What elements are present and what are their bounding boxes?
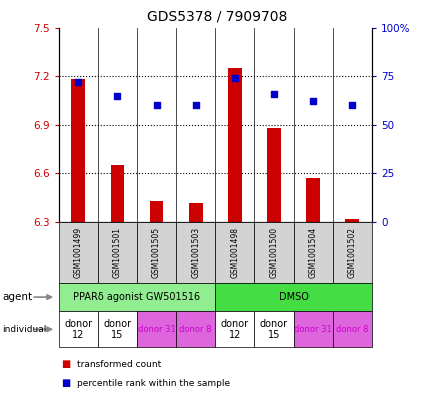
Bar [227, 68, 241, 222]
Text: donor
12: donor 12 [220, 319, 248, 340]
Bar [149, 201, 163, 222]
Point [75, 79, 82, 85]
Text: agent: agent [2, 292, 32, 302]
Bar [345, 219, 358, 222]
Text: donor 8: donor 8 [179, 325, 211, 334]
Text: GSM1001502: GSM1001502 [347, 227, 356, 278]
Text: ■: ■ [61, 359, 70, 369]
Text: donor
15: donor 15 [260, 319, 287, 340]
Text: GSM1001504: GSM1001504 [308, 227, 317, 278]
Point [348, 102, 355, 108]
Bar [188, 202, 202, 222]
Text: GDS5378 / 7909708: GDS5378 / 7909708 [147, 10, 287, 24]
Bar [71, 79, 85, 222]
Text: GSM1001498: GSM1001498 [230, 227, 239, 278]
Text: individual: individual [2, 325, 46, 334]
Point [309, 98, 316, 105]
Text: DMSO: DMSO [278, 292, 308, 302]
Point [270, 90, 277, 97]
Text: donor 8: donor 8 [335, 325, 368, 334]
Text: donor
15: donor 15 [103, 319, 131, 340]
Bar [306, 178, 319, 222]
Text: donor 31: donor 31 [294, 325, 331, 334]
Point [114, 92, 121, 99]
Text: GSM1001499: GSM1001499 [74, 227, 82, 278]
Text: percentile rank within the sample: percentile rank within the sample [77, 379, 230, 388]
Text: GSM1001505: GSM1001505 [152, 227, 161, 278]
Bar [266, 128, 280, 222]
Text: GSM1001500: GSM1001500 [269, 227, 278, 278]
Point [153, 102, 160, 108]
Point [192, 102, 199, 108]
Bar [110, 165, 124, 222]
Point [231, 75, 238, 81]
Text: GSM1001501: GSM1001501 [113, 227, 122, 278]
Text: donor
12: donor 12 [64, 319, 92, 340]
Text: GSM1001503: GSM1001503 [191, 227, 200, 278]
Text: donor 31: donor 31 [138, 325, 175, 334]
Text: PPARδ agonist GW501516: PPARδ agonist GW501516 [73, 292, 200, 302]
Text: ■: ■ [61, 378, 70, 388]
Text: transformed count: transformed count [77, 360, 161, 369]
